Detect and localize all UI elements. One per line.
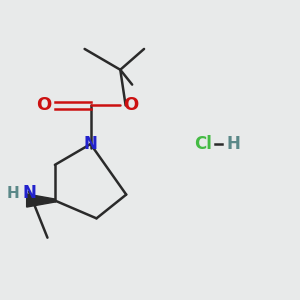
Text: N: N (22, 184, 36, 202)
Polygon shape (27, 194, 55, 207)
Text: N: N (84, 135, 98, 153)
Text: H: H (226, 135, 240, 153)
Text: O: O (123, 96, 138, 114)
Text: O: O (36, 96, 51, 114)
Text: H: H (7, 186, 20, 201)
Text: Cl: Cl (195, 135, 212, 153)
